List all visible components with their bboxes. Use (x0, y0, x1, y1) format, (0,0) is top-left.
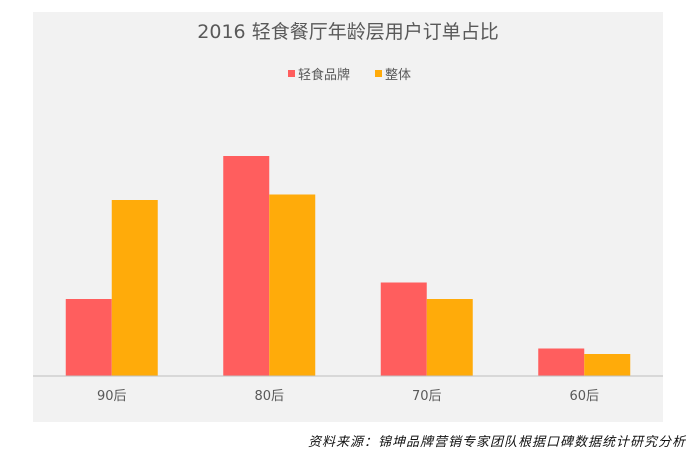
bar-brand-0 (65, 299, 112, 376)
x-tick-label-3: 60后 (569, 389, 599, 404)
legend-swatch-overall (375, 70, 382, 77)
chart-legend: 轻食品牌 整体 (288, 67, 411, 83)
x-tick-label-0: 90后 (97, 389, 127, 404)
bar-brand-3 (538, 348, 585, 376)
bar-overall-0 (111, 200, 158, 376)
chart-title: 2016 轻食餐厅年龄层用户订单占比 (197, 21, 498, 43)
bar-brand-2 (380, 282, 427, 376)
bar-overall-1 (269, 194, 316, 376)
bar-brand-1 (223, 156, 270, 376)
bar-overall-3 (584, 354, 631, 376)
x-tick-labels: 90后 80后 70后 60后 (97, 389, 599, 404)
legend-swatch-brand (288, 70, 295, 77)
x-tick-label-1: 80后 (254, 389, 284, 404)
legend-label-overall: 整体 (385, 68, 411, 83)
bar-overall-2 (426, 299, 473, 376)
source-note: 资料来源：锦坤品牌营销专家团队根据口碑数据统计研究分析 (307, 435, 686, 450)
x-tick-label-2: 70后 (412, 389, 442, 404)
legend-label-brand: 轻食品牌 (298, 67, 350, 83)
bars-group (65, 156, 631, 376)
